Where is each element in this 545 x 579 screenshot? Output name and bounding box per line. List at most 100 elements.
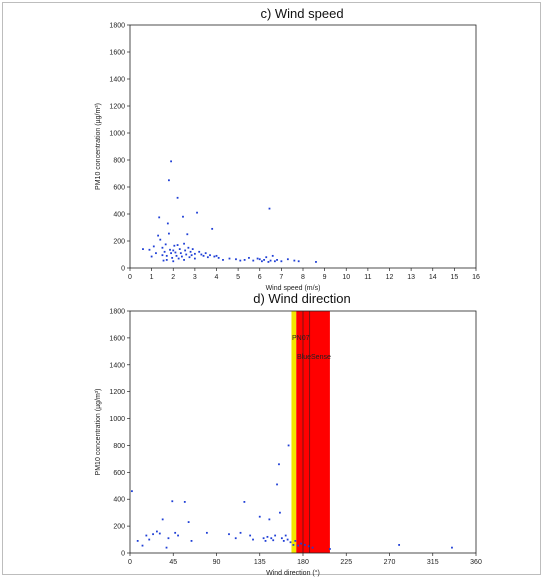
data-point [287, 444, 290, 447]
data-point [165, 546, 168, 549]
data-point [280, 537, 283, 540]
data-point [167, 537, 170, 540]
y-tick-label: 1600 [109, 335, 125, 342]
y-tick-label: 800 [113, 443, 125, 450]
data-point [209, 254, 211, 257]
data-point [228, 257, 231, 260]
data-point [163, 250, 166, 253]
data-point [451, 546, 453, 549]
data-point [263, 259, 265, 261]
x-tick-label: 4 [215, 274, 219, 281]
data-point [265, 256, 268, 259]
data-point [276, 483, 278, 486]
data-point [169, 248, 171, 251]
data-point [269, 259, 272, 262]
annotation-pn07: PN07 [292, 335, 310, 342]
data-point [150, 255, 153, 258]
data-point [293, 259, 296, 262]
x-tick-label: 315 [427, 559, 439, 566]
data-point [239, 259, 242, 262]
data-point [307, 545, 310, 548]
data-point [215, 254, 218, 257]
data-point [173, 244, 176, 247]
data-point [176, 196, 179, 199]
x-tick-label: 12 [386, 274, 394, 281]
data-point [171, 500, 174, 503]
x-tick-label: 360 [470, 559, 482, 566]
data-point [165, 259, 168, 261]
data-point [179, 252, 182, 255]
data-point [156, 530, 158, 533]
y-tick-label: 400 [113, 497, 125, 504]
x-tick-label: 225 [340, 559, 352, 566]
data-point [200, 253, 203, 256]
data-point [158, 216, 161, 219]
data-point [267, 261, 270, 263]
y-tick-label: 1400 [109, 362, 125, 369]
data-point [228, 533, 230, 536]
y-tick-label: 0 [121, 266, 125, 273]
data-point [171, 256, 174, 259]
x-axis-label: Wind speed (m/s) [266, 285, 321, 292]
data-point [213, 255, 216, 258]
y-tick-label: 600 [113, 470, 125, 477]
data-point [177, 257, 180, 260]
x-tick-label: 90 [213, 559, 221, 566]
data-point [272, 539, 275, 542]
data-point [187, 521, 190, 523]
data-point [204, 252, 207, 255]
x-tick-label: 11 [364, 274, 371, 281]
highlight-band [291, 311, 297, 553]
x-tick-label: 135 [254, 559, 266, 566]
data-point [235, 258, 237, 261]
data-point [196, 211, 198, 214]
data-point [198, 250, 201, 253]
data-point [131, 490, 133, 493]
data-point [174, 251, 177, 254]
data-point [270, 537, 273, 540]
data-point [185, 253, 188, 256]
data-point [252, 259, 255, 262]
data-point [186, 233, 189, 236]
data-point [252, 538, 254, 541]
data-point [177, 534, 179, 537]
data-point [168, 232, 170, 235]
data-point [262, 537, 265, 540]
data-point [161, 518, 164, 521]
data-point [161, 246, 164, 249]
y-tick-label: 400 [113, 212, 125, 219]
data-point [292, 544, 295, 546]
data-point [222, 259, 224, 261]
y-tick-label: 0 [121, 551, 125, 558]
figure-frame [2, 2, 541, 575]
annotation-bluesense: BlueSense [297, 354, 331, 361]
data-point [282, 540, 285, 542]
data-point [174, 531, 177, 534]
data-point [176, 244, 179, 246]
chart-title: d) Wind direction [253, 291, 351, 306]
data-point [164, 243, 167, 246]
data-point [175, 254, 178, 257]
y-tick-label: 1200 [109, 389, 125, 396]
data-point [286, 538, 289, 541]
data-point [284, 534, 287, 537]
data-point [190, 540, 193, 542]
data-point [165, 254, 168, 257]
data-point [315, 261, 317, 263]
data-point [258, 515, 261, 518]
y-axis-label: PM10 concentration (µg/m³) [95, 389, 102, 476]
x-tick-label: 45 [169, 559, 177, 566]
data-point [155, 252, 157, 255]
data-point [234, 537, 237, 540]
y-tick-label: 1400 [109, 77, 125, 84]
data-point [148, 248, 151, 251]
x-tick-label: 0 [128, 274, 132, 281]
data-point [191, 248, 194, 250]
x-tick-label: 14 [429, 274, 437, 281]
data-point [258, 258, 261, 261]
data-point [297, 544, 300, 547]
x-tick-label: 1 [150, 274, 154, 281]
data-point [268, 518, 271, 521]
x-tick-label: 9 [323, 274, 327, 281]
data-point [239, 531, 242, 534]
